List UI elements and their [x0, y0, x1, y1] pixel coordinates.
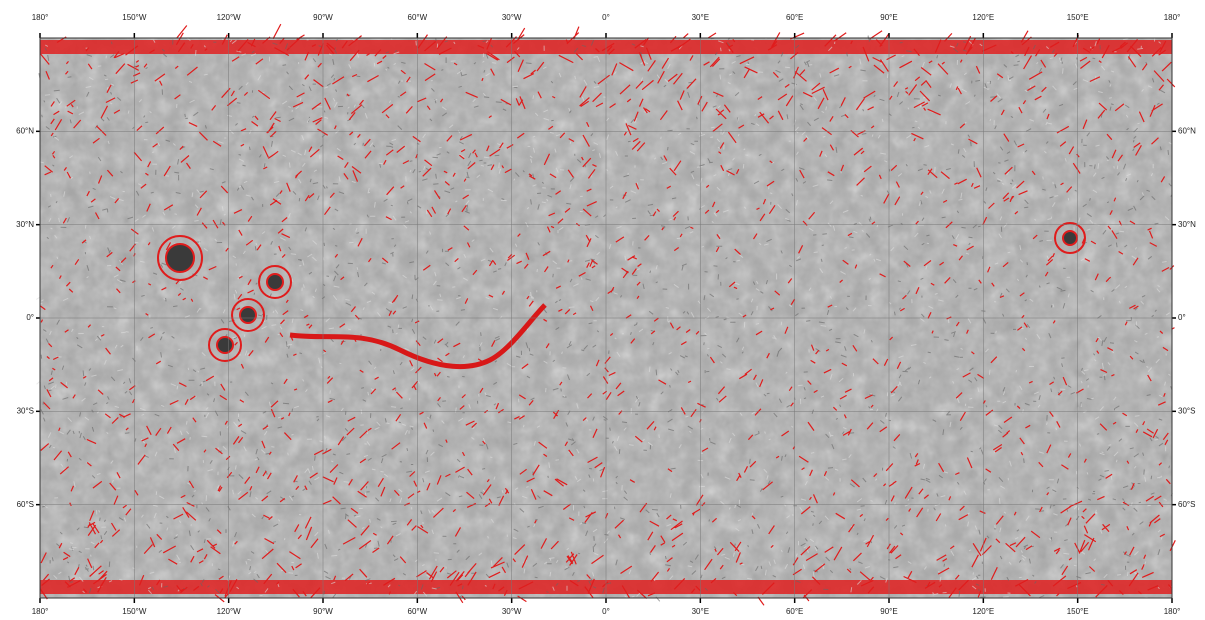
volcano-caldera	[240, 307, 256, 323]
longitude-label-top: 150°W	[122, 13, 147, 22]
longitude-label-bottom: 150°W	[122, 607, 147, 616]
longitude-label-top: 0°	[602, 13, 610, 22]
volcano-caldera	[1063, 231, 1077, 245]
longitude-label-bottom: 90°W	[313, 607, 333, 616]
longitude-label-top: 180°	[32, 13, 49, 22]
latitude-label-left: 30°N	[16, 220, 34, 229]
longitude-label-top: 120°E	[972, 13, 994, 22]
latitude-label-left: 60°S	[17, 500, 34, 509]
volcano-caldera	[267, 274, 283, 290]
longitude-label-top: 60°W	[408, 13, 428, 22]
longitude-label-top: 60°E	[786, 13, 803, 22]
longitude-label-top: 120°W	[217, 13, 242, 22]
latitude-label-right: 30°S	[1178, 406, 1195, 415]
longitude-label-bottom: 90°E	[880, 607, 897, 616]
longitude-label-bottom: 180°	[1164, 607, 1181, 616]
longitude-label-bottom: 120°W	[217, 607, 242, 616]
longitude-label-bottom: 120°E	[972, 607, 994, 616]
longitude-label-top: 150°E	[1067, 13, 1089, 22]
volcano-caldera	[217, 337, 233, 353]
latitude-label-left: 30°S	[17, 406, 34, 415]
longitude-label-top: 90°E	[880, 13, 897, 22]
latitude-label-right: 0°	[1178, 313, 1186, 322]
longitude-label-bottom: 60°E	[786, 607, 803, 616]
longitude-label-top: 30°E	[692, 13, 709, 22]
longitude-label-bottom: 180°	[32, 607, 49, 616]
latitude-label-right: 30°N	[1178, 220, 1196, 229]
longitude-label-bottom: 150°E	[1067, 607, 1089, 616]
longitude-label-top: 90°W	[313, 13, 333, 22]
longitude-label-bottom: 30°W	[502, 607, 522, 616]
latitude-label-right: 60°N	[1178, 126, 1196, 135]
longitude-label-top: 180°	[1164, 13, 1181, 22]
volcano-caldera	[166, 244, 194, 272]
longitude-label-bottom: 60°W	[408, 607, 428, 616]
longitude-label-top: 30°W	[502, 13, 522, 22]
latitude-label-left: 0°	[26, 313, 34, 322]
longitude-label-bottom: 0°	[602, 607, 610, 616]
latitude-label-left: 60°N	[16, 126, 34, 135]
mars-map: 180° 180° 150°W 150°W 120°W 120°W 90°W 90°W 60°W…	[0, 0, 1205, 620]
longitude-label-bottom: 30°E	[692, 607, 709, 616]
latitude-label-right: 60°S	[1178, 500, 1195, 509]
page: 180° 180° 150°W 150°W 120°W 120°W 90°W 90°W 60°W…	[0, 0, 1205, 620]
